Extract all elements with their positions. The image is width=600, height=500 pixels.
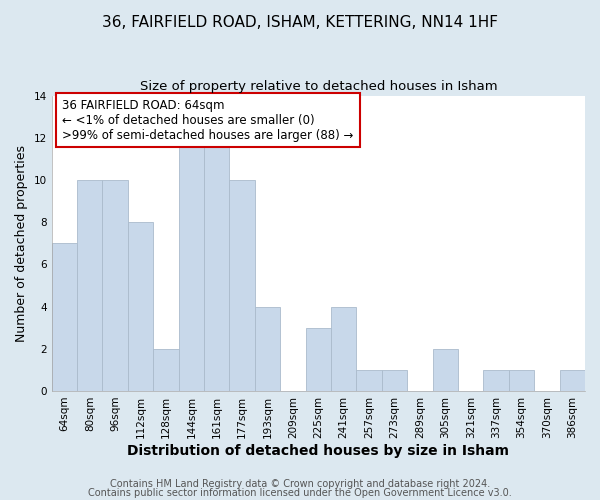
Bar (255, 306, 280, 391)
Title: Size of property relative to detached houses in Isham: Size of property relative to detached ho… (140, 80, 497, 93)
Bar (229, 180, 255, 391)
Bar (77, 180, 103, 391)
X-axis label: Distribution of detached houses by size in Isham: Distribution of detached houses by size … (127, 444, 509, 458)
Text: 36, FAIRFIELD ROAD, ISHAM, KETTERING, NN14 1HF: 36, FAIRFIELD ROAD, ISHAM, KETTERING, NN… (102, 15, 498, 30)
Bar (484, 370, 509, 391)
Bar (433, 349, 458, 391)
Text: 36 FAIRFIELD ROAD: 64sqm
← <1% of detached houses are smaller (0)
>99% of semi-d: 36 FAIRFIELD ROAD: 64sqm ← <1% of detach… (62, 98, 354, 142)
Bar (103, 180, 128, 391)
Bar (356, 370, 382, 391)
Bar (204, 138, 229, 391)
Bar (509, 370, 534, 391)
Text: Contains HM Land Registry data © Crown copyright and database right 2024.: Contains HM Land Registry data © Crown c… (110, 479, 490, 489)
Bar (52, 244, 77, 391)
Y-axis label: Number of detached properties: Number of detached properties (15, 145, 28, 342)
Bar (179, 138, 204, 391)
Bar (305, 328, 331, 391)
Bar (331, 306, 356, 391)
Bar (560, 370, 585, 391)
Bar (153, 349, 179, 391)
Bar (382, 370, 407, 391)
Bar (128, 222, 153, 391)
Text: Contains public sector information licensed under the Open Government Licence v3: Contains public sector information licen… (88, 488, 512, 498)
